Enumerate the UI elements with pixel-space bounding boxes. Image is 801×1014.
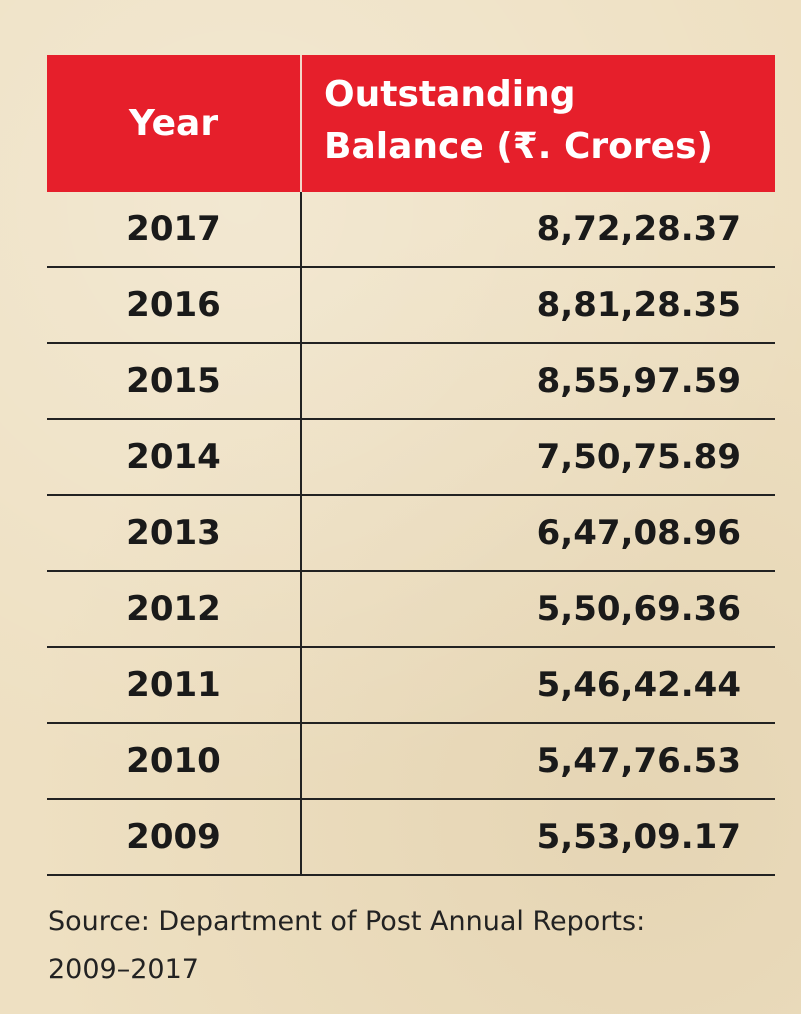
balance-cell: 5,53,09.17 — [536, 817, 741, 857]
source-note: Source: Department of Post Annual Report… — [48, 898, 645, 994]
balance-cell: 8,72,28.37 — [536, 209, 741, 249]
balance-cell: 5,47,76.53 — [536, 741, 741, 781]
table-row: 2009 5,53,09.17 — [47, 800, 775, 876]
table-row: 2014 7,50,75.89 — [47, 420, 775, 496]
table-row: 2013 6,47,08.96 — [47, 496, 775, 572]
year-cell: 2012 — [47, 572, 302, 646]
header-year: Year — [47, 55, 302, 192]
balance-cell: 6,47,08.96 — [536, 513, 741, 553]
table-row: 2017 8,72,28.37 — [47, 192, 775, 268]
year-cell: 2015 — [47, 344, 302, 418]
year-cell: 2017 — [47, 192, 302, 266]
table-row: 2012 5,50,69.36 — [47, 572, 775, 648]
table-row: 2015 8,55,97.59 — [47, 344, 775, 420]
balance-cell: 5,50,69.36 — [536, 589, 741, 629]
year-cell: 2014 — [47, 420, 302, 494]
year-cell: 2010 — [47, 724, 302, 798]
balance-cell: 8,55,97.59 — [536, 361, 741, 401]
table-row: 2011 5,46,42.44 — [47, 648, 775, 724]
balance-table: Year Outstanding Balance (₹. Crores) 201… — [47, 55, 775, 876]
balance-cell: 5,46,42.44 — [536, 665, 741, 705]
balance-cell: 7,50,75.89 — [536, 437, 741, 477]
header-balance-line1: Outstanding — [324, 74, 576, 115]
year-cell: 2016 — [47, 268, 302, 342]
year-cell: 2013 — [47, 496, 302, 570]
year-cell: 2009 — [47, 800, 302, 874]
table-header: Year Outstanding Balance (₹. Crores) — [47, 55, 775, 192]
year-cell: 2011 — [47, 648, 302, 722]
balance-cell: 8,81,28.35 — [536, 285, 741, 325]
table-row: 2016 8,81,28.35 — [47, 268, 775, 344]
source-line-1: Source: Department of Post Annual Report… — [48, 906, 646, 937]
header-balance-line2: Balance (₹. Crores) — [324, 126, 713, 167]
source-line-2: 2009–2017 — [48, 954, 199, 985]
table-row: 2010 5,47,76.53 — [47, 724, 775, 800]
header-balance: Outstanding Balance (₹. Crores) — [302, 55, 775, 192]
